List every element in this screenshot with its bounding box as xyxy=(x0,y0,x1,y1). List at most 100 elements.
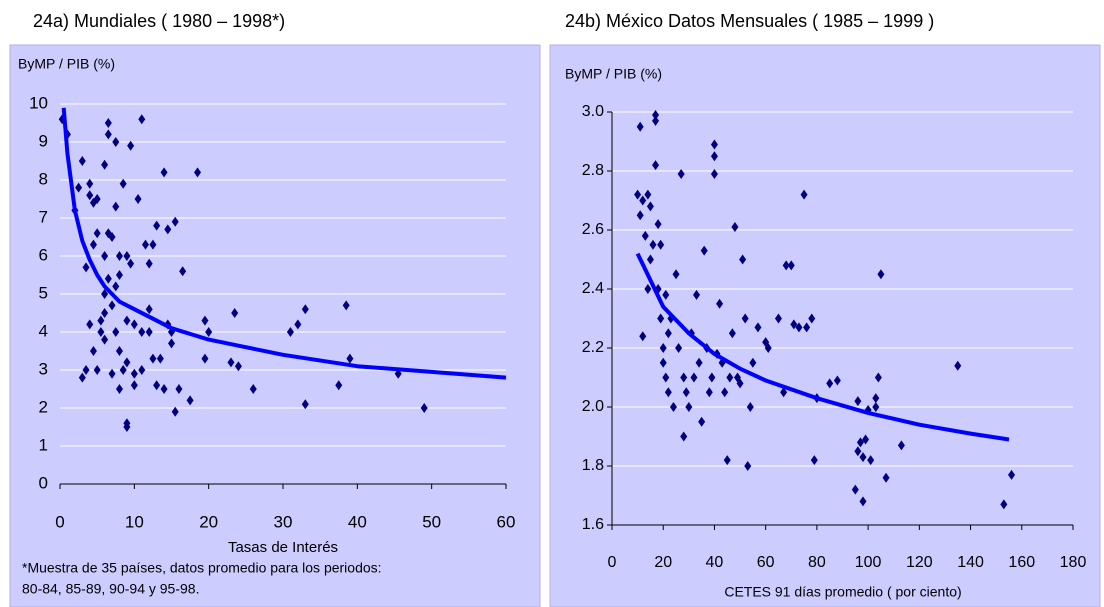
point xyxy=(744,461,752,471)
point xyxy=(119,365,127,375)
point xyxy=(112,327,120,337)
point xyxy=(657,313,665,324)
point xyxy=(859,452,867,463)
point xyxy=(641,230,649,241)
x-tick-label: 30 xyxy=(274,512,293,531)
x-tick-label: 40 xyxy=(706,554,724,571)
x-tick-label: 80 xyxy=(808,554,826,571)
point xyxy=(677,168,685,179)
y-tick-label: 2.8 xyxy=(582,162,604,179)
y-tick-label: 6 xyxy=(39,245,48,264)
point xyxy=(782,260,790,271)
point xyxy=(639,331,647,342)
point xyxy=(145,327,153,337)
point xyxy=(746,402,754,412)
point xyxy=(856,437,864,448)
point xyxy=(652,160,660,171)
point xyxy=(112,137,120,147)
y-tick-label: 4 xyxy=(39,321,48,340)
chart-title: 24a) Mundiales ( 1980 – 1998*) xyxy=(33,11,285,31)
point xyxy=(160,167,168,178)
point xyxy=(710,139,718,150)
point xyxy=(86,178,94,189)
point xyxy=(731,222,739,233)
point xyxy=(127,140,135,151)
x-tick-label: 40 xyxy=(348,512,367,531)
point xyxy=(739,254,747,265)
x-tick-label: 20 xyxy=(654,554,672,571)
point xyxy=(646,201,654,212)
y-tick-label: 2.4 xyxy=(582,280,604,297)
point xyxy=(160,384,168,394)
y-tick-label: 5 xyxy=(39,283,48,302)
point xyxy=(634,189,642,200)
point xyxy=(859,496,867,507)
point xyxy=(138,327,146,337)
y-tick-label: 3.0 xyxy=(582,103,604,120)
point xyxy=(134,194,142,204)
point xyxy=(201,315,209,326)
point xyxy=(86,190,94,201)
point xyxy=(652,109,660,120)
point xyxy=(301,399,309,410)
point xyxy=(774,313,782,324)
y-tick-label: 8 xyxy=(39,169,48,188)
x-tick-label: 0 xyxy=(55,512,64,531)
y-tick-label: 9 xyxy=(39,131,48,150)
y-tick-label: 10 xyxy=(29,93,48,112)
point xyxy=(123,315,131,326)
point xyxy=(662,289,670,300)
point xyxy=(862,434,870,445)
point xyxy=(787,260,795,271)
point xyxy=(171,406,179,417)
point xyxy=(639,195,647,206)
point xyxy=(194,167,202,178)
point xyxy=(130,319,138,330)
point xyxy=(420,403,428,413)
y-tick-label: 1 xyxy=(39,435,48,454)
point xyxy=(664,387,672,398)
point xyxy=(186,395,194,406)
y-tick-label: 2.6 xyxy=(582,221,604,238)
footnote: 80-84, 85-89, 90-94 y 95-98. xyxy=(22,581,199,597)
point xyxy=(123,422,131,432)
point xyxy=(741,313,749,324)
point xyxy=(201,353,209,364)
y-axis-label: ByMP / PIB (%) xyxy=(18,56,115,72)
x-tick-label: 140 xyxy=(957,554,984,571)
point xyxy=(286,327,294,337)
y-tick-label: 0 xyxy=(39,473,48,492)
point xyxy=(662,372,670,383)
y-tick-label: 1.6 xyxy=(582,516,604,533)
point xyxy=(736,378,744,389)
point xyxy=(800,189,808,200)
panel xyxy=(9,44,541,607)
point xyxy=(82,262,90,273)
point xyxy=(89,239,97,250)
point xyxy=(682,387,690,398)
point xyxy=(342,300,350,311)
point xyxy=(646,254,654,265)
point xyxy=(153,380,161,391)
x-tick-label: 0 xyxy=(608,554,617,571)
point xyxy=(669,402,677,412)
point xyxy=(231,308,239,318)
point xyxy=(294,319,302,330)
point xyxy=(78,156,86,166)
point xyxy=(175,384,183,394)
point xyxy=(75,182,83,193)
point xyxy=(1008,469,1016,480)
point xyxy=(108,232,116,242)
point xyxy=(97,327,105,337)
point xyxy=(803,322,811,333)
point xyxy=(149,239,157,250)
point xyxy=(654,219,662,230)
point xyxy=(112,201,120,212)
point xyxy=(680,431,688,442)
point xyxy=(115,384,123,394)
point xyxy=(710,151,718,162)
y-tick-label: 3 xyxy=(39,359,48,378)
point xyxy=(149,353,157,364)
point xyxy=(104,129,112,140)
point xyxy=(119,178,127,189)
